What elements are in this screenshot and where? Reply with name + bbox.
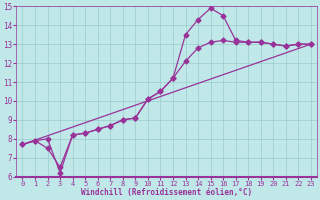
X-axis label: Windchill (Refroidissement éolien,°C): Windchill (Refroidissement éolien,°C) — [81, 188, 252, 197]
